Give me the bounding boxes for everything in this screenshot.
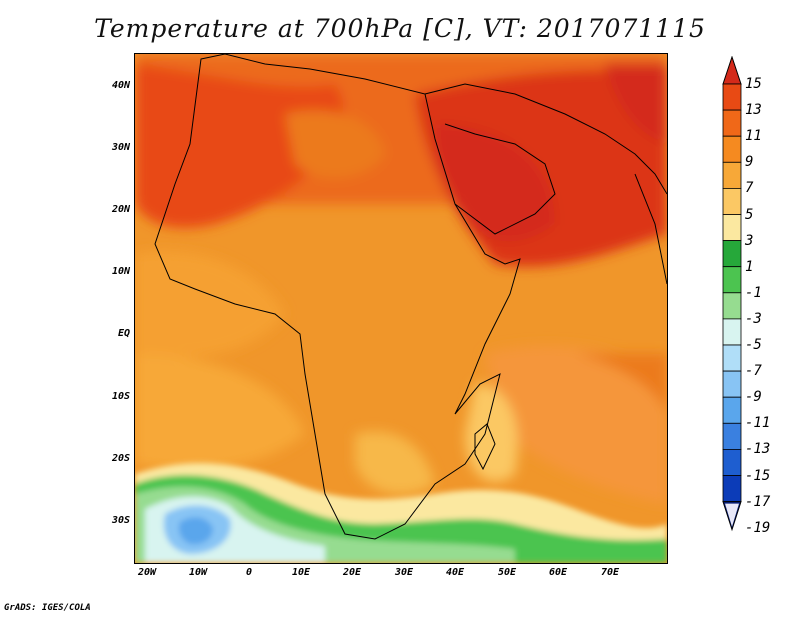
colorbar-label: -7	[745, 363, 762, 380]
coastlines	[154, 54, 667, 540]
colorbar-label: -11	[745, 415, 771, 432]
colorbar-swatch	[722, 370, 742, 398]
colorbar-swatch	[722, 135, 742, 163]
lon-label-0: 0	[245, 567, 253, 578]
colorbar-label: 11	[745, 128, 762, 145]
colorbar-label: -1	[745, 284, 762, 301]
colorbar-label: -13	[745, 441, 771, 458]
colorbar-label: -15	[745, 467, 771, 484]
colorbar-label: -17	[745, 493, 771, 510]
colorbar	[722, 56, 742, 532]
lat-label-30n: 30N	[111, 142, 130, 153]
lat-label-30s: 30S	[111, 515, 130, 526]
colorbar-swatch	[722, 187, 742, 215]
colorbar-swatch	[722, 109, 742, 137]
india-coast	[634, 173, 667, 285]
colorbar-top-arrow	[722, 56, 742, 85]
madagascar-coast	[474, 423, 496, 471]
lon-label-20w: 20W	[137, 567, 157, 578]
lat-label-20n: 20N	[111, 204, 130, 215]
arabia-coast	[444, 123, 556, 235]
colorbar-swatch	[722, 448, 742, 476]
colorbar-swatch	[722, 161, 742, 189]
lon-label-30e: 30E	[394, 567, 414, 578]
africa-coast	[154, 54, 521, 540]
colorbar-label: 5	[745, 206, 754, 223]
colorbar-swatch	[722, 240, 742, 268]
colorbar-label: 1	[745, 258, 754, 275]
lon-label-10w: 10W	[188, 567, 208, 578]
colorbar-label: -3	[745, 310, 762, 327]
colorbar-swatch	[722, 318, 742, 346]
lon-label-50e: 50E	[497, 567, 517, 578]
lon-label-20e: 20E	[342, 567, 362, 578]
colorbar-swatch	[722, 214, 742, 242]
lon-label-10e: 10E	[291, 567, 311, 578]
chart-title: Temperature at 700hPa [C], VT: 201707111…	[94, 14, 706, 43]
field-tropics	[135, 251, 667, 504]
colorbar-swatch	[722, 83, 742, 111]
lat-label-10n: 10N	[111, 266, 130, 277]
colorbar-label: -5	[745, 337, 762, 353]
colorbar-bottom-arrow-fill	[725, 503, 739, 527]
colorbar-swatch	[722, 344, 742, 372]
lon-label-70e: 70E	[600, 567, 620, 578]
colorbar-label: 13	[745, 102, 762, 119]
map-canvas	[135, 54, 667, 563]
lon-label-60e: 60E	[548, 567, 568, 578]
lat-label-20s: 20S	[111, 453, 130, 464]
colorbar-label: -9	[745, 389, 762, 406]
colorbar-swatch	[722, 422, 742, 450]
colorbar-label: 7	[745, 180, 754, 197]
colorbar-swatch	[722, 292, 742, 320]
colorbar-swatch	[722, 266, 742, 294]
lat-label-40n: 40N	[111, 80, 130, 91]
colorbar-label: -19	[745, 519, 771, 536]
lon-label-40e: 40E	[445, 567, 465, 578]
colorbar-label: 15	[745, 76, 762, 92]
lat-label-eq: EQ	[117, 328, 130, 339]
lat-label-10s: 10S	[111, 391, 130, 402]
colorbar-label: 9	[745, 154, 754, 171]
grads-credit: GrADS: IGES/COLA	[4, 603, 91, 613]
field-cold-south	[135, 463, 667, 563]
colorbar-swatch	[722, 396, 742, 424]
colorbar-swatch	[722, 475, 742, 503]
temperature-map	[134, 53, 668, 564]
asia-coast	[424, 83, 667, 195]
colorbar-label: 3	[745, 232, 754, 249]
